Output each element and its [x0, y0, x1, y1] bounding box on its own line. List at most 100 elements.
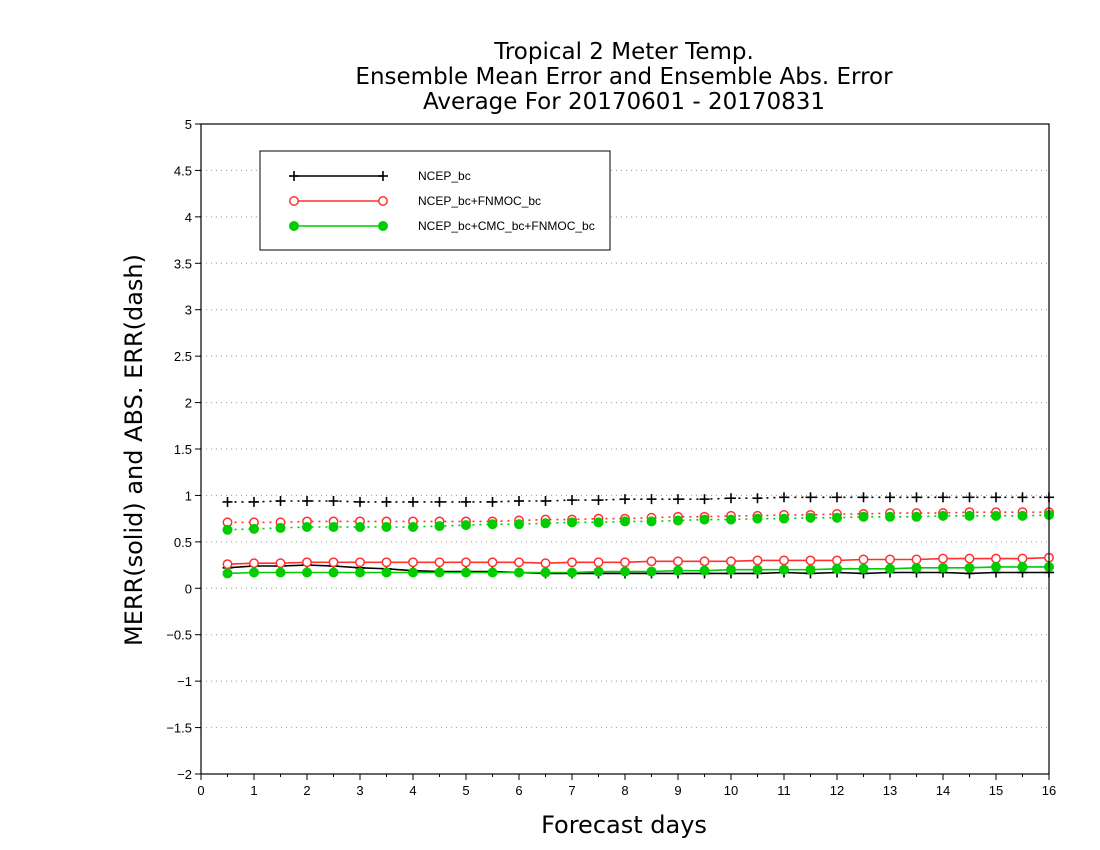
abs-err-point — [858, 492, 869, 503]
merr-point — [567, 557, 577, 568]
y-axis: −2 −1.5 −1 −0.5 0 0.5 1 1.5 2 2.5 3 3.5 4 4.5 5 — [166, 117, 201, 782]
merr-point — [487, 567, 498, 578]
abs-err-point — [275, 522, 286, 533]
abs-err-point — [673, 515, 683, 526]
merr-point — [991, 561, 1001, 572]
merr-point — [938, 562, 948, 573]
merr-point — [461, 567, 471, 578]
y-tick-label: −1 — [177, 674, 192, 689]
abs-err-point — [408, 522, 418, 532]
legend: NCEP_bc NCEP_bc+FNMOC_bc NCEP_bc+CMC_bc+FN… — [259, 150, 611, 251]
x-tick-label: 9 — [674, 783, 681, 798]
merr-point — [381, 567, 392, 578]
abs-err-point — [646, 516, 657, 527]
merr-point — [593, 566, 604, 577]
abs-err-point — [991, 492, 1001, 503]
chart-title: Tropical 2 Meter Temp. Ensemble Mean Err… — [355, 39, 893, 115]
x-tick-label: 3 — [356, 783, 363, 798]
legend-marker-start — [289, 196, 299, 206]
abs-err-point — [858, 511, 869, 522]
abs-err-point — [726, 514, 736, 525]
abs-err-point — [249, 496, 259, 507]
merr-point — [805, 564, 816, 575]
abs-err-line — [227, 496, 1049, 503]
abs-err-point — [699, 514, 710, 525]
merr-point — [964, 553, 975, 564]
abs-err-point — [355, 522, 365, 532]
x-tick-label: 7 — [568, 783, 575, 798]
merr-point — [461, 557, 471, 568]
merr-point — [249, 567, 259, 578]
y-tick-label: 0 — [185, 581, 192, 596]
merr-point — [540, 558, 551, 569]
abs-err-point — [620, 494, 630, 505]
x-tick-label: 16 — [1042, 783, 1056, 798]
abs-err-point — [328, 522, 339, 532]
abs-err-point — [964, 510, 975, 521]
merr-point — [911, 562, 922, 573]
x-tick-label: 14 — [936, 783, 950, 798]
abs-err-point — [646, 494, 657, 505]
merr-point — [646, 556, 657, 567]
merr-point — [832, 555, 842, 566]
abs-err-line — [227, 511, 1049, 524]
abs-err-point — [249, 523, 259, 534]
legend-marker-end — [378, 221, 388, 231]
abs-err-point — [911, 492, 922, 503]
merr-point — [938, 553, 948, 564]
abs-err-point — [540, 518, 551, 529]
merr-point — [593, 557, 604, 568]
merr-point — [222, 559, 233, 570]
merr-point — [408, 567, 418, 578]
gridlines — [201, 169, 1049, 729]
merr-point — [381, 557, 392, 568]
series-layer — [222, 492, 1054, 579]
series-1 — [222, 492, 1054, 579]
merr-point — [805, 555, 816, 566]
x-tick-label: 4 — [409, 783, 416, 798]
abs-err-point — [461, 496, 471, 507]
x-tick-label: 15 — [989, 783, 1003, 798]
y-tick-label: −1.5 — [166, 721, 192, 736]
abs-err-point — [885, 511, 895, 522]
legend-item: NCEP_bc+FNMOC_bc — [289, 194, 541, 208]
abs-err-point — [593, 495, 604, 506]
abs-err-point — [514, 519, 524, 530]
x-tick-label: 8 — [621, 783, 628, 798]
abs-err-point — [1017, 492, 1028, 503]
y-tick-label: 2.5 — [174, 349, 192, 364]
legend-marker-start — [289, 171, 299, 181]
x-axis-label: Forecast days — [541, 811, 707, 839]
abs-err-point — [832, 512, 842, 523]
merr-point — [540, 567, 551, 578]
abs-err-point — [355, 496, 365, 507]
legend-label: NCEP_bc+FNMOC_bc — [418, 194, 541, 208]
y-tick-label: 5 — [185, 117, 192, 132]
abs-err-point — [567, 517, 577, 528]
merr-point — [858, 563, 869, 574]
abs-err-point — [805, 492, 816, 503]
merr-point — [779, 555, 789, 566]
legend-item: NCEP_bc+CMC_bc+FNMOC_bc — [289, 219, 595, 233]
legend-item: NCEP_bc — [289, 169, 471, 183]
abs-err-point — [461, 520, 471, 531]
merr-point — [885, 563, 895, 574]
merr-point — [567, 567, 577, 578]
abs-err-point — [805, 512, 816, 523]
merr-point — [1017, 553, 1028, 564]
merr-point — [699, 556, 710, 567]
x-tick-label: 2 — [303, 783, 310, 798]
merr-point — [408, 557, 418, 568]
abs-err-line — [227, 514, 1050, 531]
merr-point — [275, 558, 286, 569]
abs-err-point — [540, 496, 551, 506]
abs-err-point — [752, 513, 763, 524]
abs-err-point — [487, 519, 498, 530]
abs-err-point — [1017, 510, 1028, 521]
abs-err-point — [408, 496, 418, 507]
abs-err-point — [911, 511, 922, 522]
chart-title-line-2: Ensemble Mean Error and Ensemble Abs. Er… — [355, 64, 893, 90]
merr-point — [434, 557, 445, 568]
abs-err-point — [434, 496, 445, 507]
chart-title-line-3: Average For 20170601 - 20170831 — [423, 89, 825, 115]
